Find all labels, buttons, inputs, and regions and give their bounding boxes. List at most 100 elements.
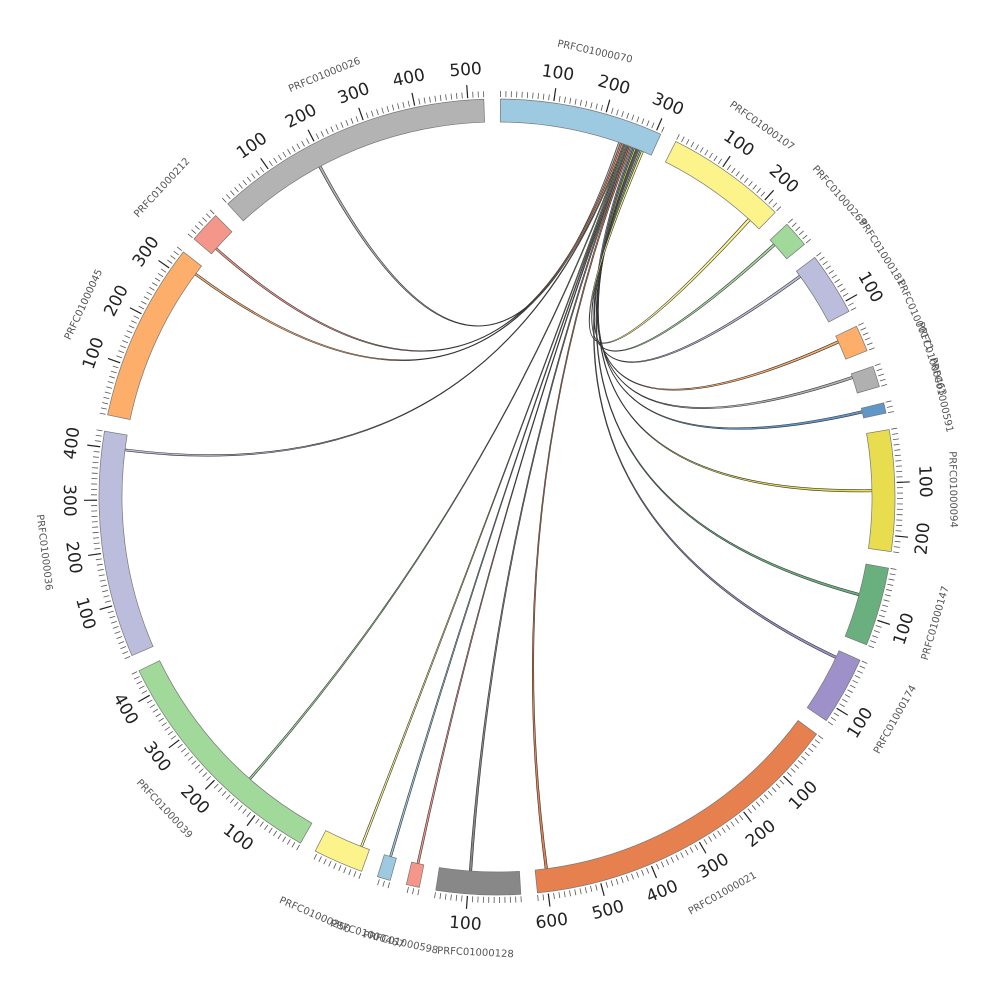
minor-tick — [222, 197, 227, 203]
minor-tick — [106, 386, 113, 389]
segment-label: PRFC01000128 — [437, 946, 514, 961]
minor-tick — [118, 350, 125, 354]
minor-tick — [699, 147, 704, 153]
minor-tick — [656, 863, 660, 870]
minor-tick — [631, 873, 634, 880]
minor-tick — [892, 433, 899, 435]
minor-tick — [157, 273, 164, 278]
tick-label: 400 — [643, 876, 681, 907]
minor-tick — [808, 747, 814, 753]
tick-label: 200 — [911, 522, 934, 556]
segment-label: PRFC01000250 — [277, 895, 352, 936]
minor-tick — [605, 881, 608, 888]
minor-tick — [890, 568, 897, 570]
minor-tick — [695, 144, 699, 150]
minor-tick — [590, 102, 593, 109]
minor-tick — [259, 166, 265, 173]
minor-tick — [885, 400, 892, 403]
minor-tick — [641, 869, 645, 876]
minor-tick — [155, 713, 161, 718]
minor-tick — [96, 429, 103, 432]
minor-tick — [849, 684, 856, 689]
minor-tick — [242, 180, 247, 186]
minor-tick — [852, 679, 859, 684]
minor-tick — [273, 157, 278, 164]
minor-tick — [277, 833, 282, 840]
minor-tick — [330, 126, 334, 133]
minor-tick — [94, 547, 101, 550]
minor-tick — [116, 355, 123, 359]
minor-tick — [718, 158, 723, 165]
minor-tick — [676, 134, 680, 140]
minor-tick — [255, 170, 260, 176]
minor-tick — [708, 836, 713, 842]
minor-tick — [883, 599, 890, 602]
minor-tick — [92, 461, 99, 464]
minor-tick — [273, 830, 278, 837]
minor-tick — [128, 325, 135, 329]
minor-tick — [348, 869, 352, 876]
minor-tick — [259, 821, 264, 827]
minor-tick — [788, 218, 793, 224]
minor-tick — [822, 261, 828, 266]
minor-tick — [584, 887, 587, 894]
minor-tick — [833, 712, 840, 717]
minor-tick — [107, 610, 114, 614]
tick-label: 100 — [233, 129, 271, 164]
minor-tick — [880, 609, 887, 613]
minor-tick — [878, 614, 885, 618]
major-tick — [895, 535, 909, 538]
minor-tick — [418, 98, 421, 105]
minor-tick — [574, 889, 577, 896]
minor-tick — [110, 370, 117, 374]
segment — [376, 854, 397, 881]
minor-tick — [878, 373, 885, 377]
minor-tick — [282, 836, 287, 842]
minor-tick — [825, 265, 831, 270]
minor-tick — [402, 101, 405, 109]
minor-tick — [886, 405, 893, 408]
link — [595, 147, 860, 597]
minor-tick — [868, 347, 875, 351]
minor-tick — [661, 126, 665, 133]
major-tick — [836, 707, 849, 716]
segment — [860, 402, 887, 419]
minor-tick — [97, 569, 104, 571]
minor-tick — [730, 821, 735, 827]
minor-tick — [164, 726, 170, 731]
minor-tick — [325, 128, 329, 135]
minor-tick — [874, 363, 881, 367]
segment-label: PRFC01000269 — [810, 164, 869, 229]
minor-tick — [268, 827, 273, 834]
tick-label: 200 — [282, 100, 320, 133]
minor-tick — [616, 109, 619, 116]
minor-tick — [875, 625, 882, 628]
minor-tick — [335, 124, 339, 131]
minor-tick — [112, 365, 119, 369]
minor-tick — [595, 884, 598, 891]
major-tick — [307, 129, 315, 142]
minor-tick — [177, 743, 183, 749]
minor-tick — [844, 694, 851, 698]
minor-tick — [98, 574, 105, 577]
minor-tick — [301, 140, 305, 147]
minor-tick — [542, 93, 545, 100]
major-tick — [743, 811, 753, 823]
major-tick — [877, 619, 891, 625]
minor-tick — [739, 174, 745, 180]
minor-tick — [286, 839, 291, 845]
minor-tick — [382, 880, 385, 887]
major-tick — [600, 883, 605, 897]
minor-tick — [191, 760, 197, 765]
major-tick — [764, 189, 775, 201]
minor-tick — [406, 886, 409, 894]
minor-tick — [461, 92, 463, 99]
minor-tick — [439, 892, 442, 900]
minor-tick — [92, 531, 99, 534]
segment-label: PRFC01000591 — [927, 357, 955, 434]
minor-tick — [876, 368, 883, 372]
minor-tick — [110, 620, 117, 624]
tick-label: 300 — [129, 233, 164, 271]
minor-tick — [143, 296, 150, 300]
tick-label: 400 — [60, 426, 84, 461]
